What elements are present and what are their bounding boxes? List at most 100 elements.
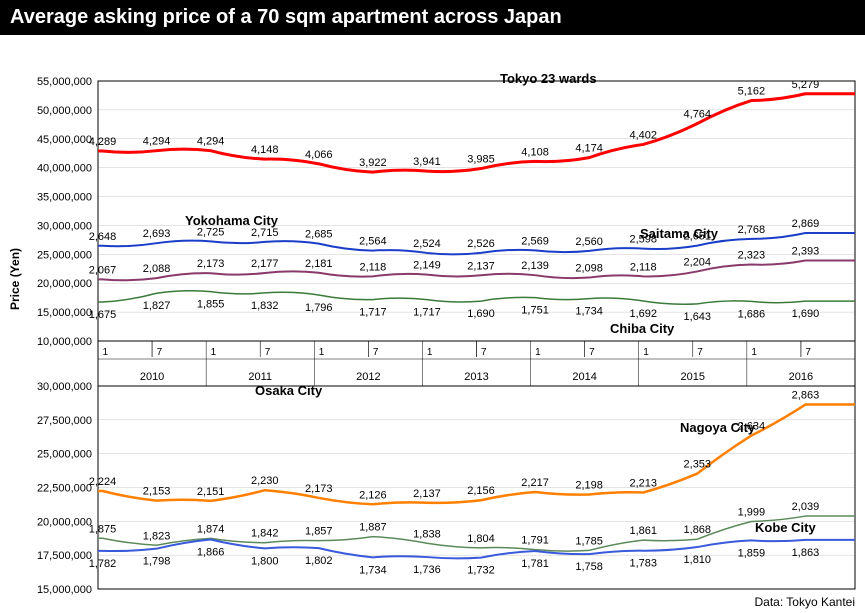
svg-text:1,675: 1,675 bbox=[89, 309, 117, 321]
svg-text:1,785: 1,785 bbox=[575, 535, 603, 547]
svg-text:1,874: 1,874 bbox=[197, 523, 225, 535]
svg-text:22,500,000: 22,500,000 bbox=[37, 483, 92, 495]
svg-text:2,213: 2,213 bbox=[629, 478, 657, 490]
svg-text:1,887: 1,887 bbox=[359, 522, 387, 534]
svg-text:1,796: 1,796 bbox=[305, 302, 333, 314]
svg-text:1,791: 1,791 bbox=[521, 535, 549, 547]
svg-text:2,693: 2,693 bbox=[143, 228, 171, 240]
svg-text:1,859: 1,859 bbox=[738, 547, 766, 559]
svg-text:2,230: 2,230 bbox=[251, 475, 279, 487]
label-kobe: Kobe City bbox=[755, 520, 816, 535]
svg-text:1,690: 1,690 bbox=[467, 308, 495, 320]
svg-text:2011: 2011 bbox=[248, 371, 272, 383]
svg-text:4,294: 4,294 bbox=[197, 136, 225, 148]
svg-text:1: 1 bbox=[751, 347, 757, 358]
label-saitama: Saitama City bbox=[640, 226, 719, 241]
chart-title: Average asking price of a 70 sqm apartme… bbox=[0, 0, 865, 35]
svg-text:2,177: 2,177 bbox=[251, 258, 279, 270]
svg-text:2,118: 2,118 bbox=[360, 261, 387, 273]
svg-text:35,000,000: 35,000,000 bbox=[37, 192, 92, 204]
svg-text:2,768: 2,768 bbox=[738, 224, 766, 236]
svg-text:15,000,000: 15,000,000 bbox=[37, 307, 92, 319]
svg-text:1,868: 1,868 bbox=[684, 524, 712, 536]
svg-text:7: 7 bbox=[481, 347, 487, 358]
svg-text:1,800: 1,800 bbox=[251, 555, 279, 567]
svg-text:7: 7 bbox=[697, 347, 703, 358]
svg-text:4,174: 4,174 bbox=[575, 143, 603, 155]
svg-text:1,732: 1,732 bbox=[467, 565, 495, 577]
svg-text:1,717: 1,717 bbox=[413, 307, 441, 319]
svg-text:2,526: 2,526 bbox=[467, 238, 495, 250]
svg-text:1,798: 1,798 bbox=[143, 556, 171, 568]
svg-text:2,393: 2,393 bbox=[792, 246, 820, 258]
svg-text:30,000,000: 30,000,000 bbox=[37, 220, 92, 232]
svg-text:3,941: 3,941 bbox=[413, 156, 441, 168]
label-yokohama: Yokohama City bbox=[185, 213, 279, 228]
svg-text:1,734: 1,734 bbox=[575, 306, 603, 318]
svg-text:1,643: 1,643 bbox=[684, 311, 712, 323]
svg-text:4,294: 4,294 bbox=[143, 136, 171, 148]
svg-text:2012: 2012 bbox=[356, 371, 380, 383]
svg-text:50,000,000: 50,000,000 bbox=[37, 105, 92, 117]
svg-text:5,162: 5,162 bbox=[738, 86, 766, 98]
svg-text:1,810: 1,810 bbox=[684, 554, 712, 566]
svg-text:2,715: 2,715 bbox=[251, 227, 279, 239]
svg-text:1,782: 1,782 bbox=[89, 558, 117, 570]
label-osaka: Osaka City bbox=[255, 383, 323, 398]
svg-text:1,690: 1,690 bbox=[792, 308, 820, 320]
svg-text:2,039: 2,039 bbox=[792, 501, 820, 513]
label-tokyo: Tokyo 23 wards bbox=[500, 71, 597, 86]
svg-text:2,560: 2,560 bbox=[575, 236, 603, 248]
svg-text:2,088: 2,088 bbox=[143, 263, 171, 275]
svg-text:2,118: 2,118 bbox=[630, 261, 657, 273]
svg-text:2,156: 2,156 bbox=[467, 485, 495, 497]
svg-text:3,922: 3,922 bbox=[359, 157, 387, 169]
svg-text:1,686: 1,686 bbox=[738, 308, 766, 320]
svg-text:2,353: 2,353 bbox=[684, 459, 712, 471]
svg-text:1,838: 1,838 bbox=[413, 528, 441, 540]
svg-text:1,717: 1,717 bbox=[359, 307, 387, 319]
svg-text:2,126: 2,126 bbox=[359, 489, 387, 501]
svg-text:1,692: 1,692 bbox=[629, 308, 657, 320]
svg-text:30,000,000: 30,000,000 bbox=[37, 381, 92, 393]
svg-text:2015: 2015 bbox=[681, 371, 705, 383]
svg-text:1: 1 bbox=[211, 347, 217, 358]
svg-text:2010: 2010 bbox=[140, 371, 164, 383]
svg-text:10,000,000: 10,000,000 bbox=[37, 336, 92, 348]
svg-text:1,751: 1,751 bbox=[521, 305, 549, 317]
svg-text:7: 7 bbox=[157, 347, 163, 358]
svg-text:1: 1 bbox=[427, 347, 433, 358]
svg-text:4,764: 4,764 bbox=[684, 109, 712, 121]
svg-text:1,783: 1,783 bbox=[629, 558, 657, 570]
svg-text:1,857: 1,857 bbox=[305, 526, 333, 538]
svg-text:3,985: 3,985 bbox=[467, 154, 495, 166]
svg-text:2,181: 2,181 bbox=[305, 258, 333, 270]
svg-text:2,151: 2,151 bbox=[197, 486, 225, 498]
svg-text:2,098: 2,098 bbox=[575, 263, 603, 275]
chart-svg: 10,000,000 15,000,000 20,000,000 25,000,000… bbox=[0, 36, 865, 596]
svg-text:1,802: 1,802 bbox=[305, 555, 333, 567]
svg-text:2013: 2013 bbox=[464, 371, 488, 383]
svg-text:2,139: 2,139 bbox=[521, 260, 549, 272]
svg-text:4,402: 4,402 bbox=[629, 129, 657, 141]
svg-text:2,323: 2,323 bbox=[738, 250, 766, 262]
svg-text:1,827: 1,827 bbox=[143, 300, 171, 312]
svg-text:2,564: 2,564 bbox=[359, 236, 387, 248]
svg-text:17,500,000: 17,500,000 bbox=[37, 550, 92, 562]
svg-text:20,000,000: 20,000,000 bbox=[37, 516, 92, 528]
svg-text:25,000,000: 25,000,000 bbox=[37, 449, 92, 461]
svg-text:2,524: 2,524 bbox=[413, 238, 441, 250]
svg-text:2,173: 2,173 bbox=[197, 258, 225, 270]
svg-text:1: 1 bbox=[319, 347, 325, 358]
svg-text:1,804: 1,804 bbox=[467, 533, 495, 545]
svg-text:2,137: 2,137 bbox=[467, 260, 495, 272]
svg-text:27,500,000: 27,500,000 bbox=[37, 415, 92, 427]
svg-text:2,224: 2,224 bbox=[89, 476, 117, 488]
svg-text:45,000,000: 45,000,000 bbox=[37, 134, 92, 146]
svg-text:1,999: 1,999 bbox=[738, 506, 766, 518]
svg-text:2,863: 2,863 bbox=[792, 390, 820, 402]
svg-text:2,569: 2,569 bbox=[521, 235, 549, 247]
svg-text:4,148: 4,148 bbox=[251, 144, 279, 156]
svg-text:1,861: 1,861 bbox=[629, 525, 657, 537]
svg-text:7: 7 bbox=[589, 347, 595, 358]
